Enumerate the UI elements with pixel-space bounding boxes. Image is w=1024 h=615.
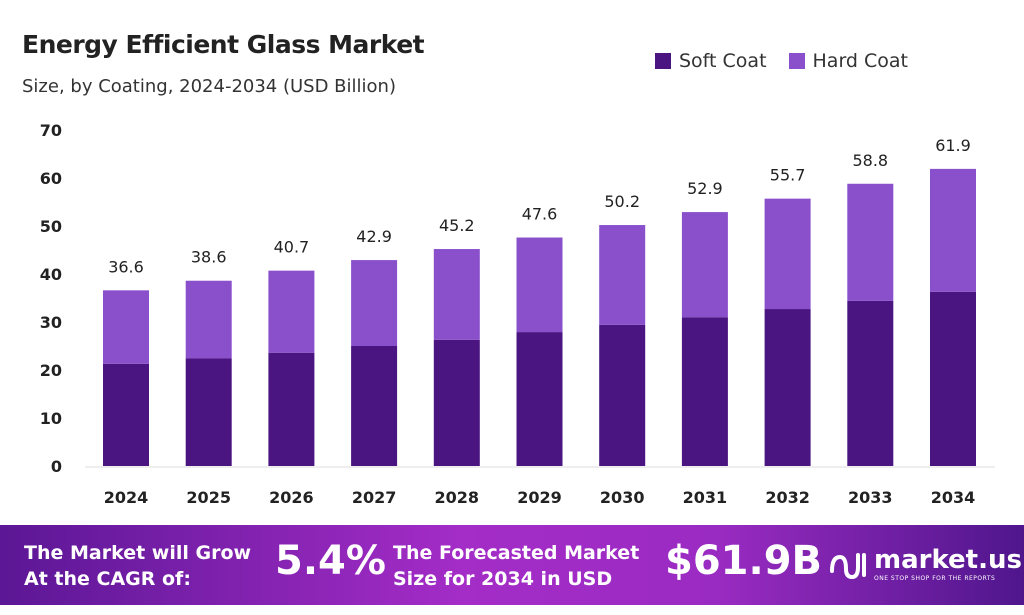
- bar-soft-coat: [599, 324, 646, 466]
- x-tick-label: 2026: [269, 488, 314, 507]
- bar-hard-coat: [433, 249, 480, 340]
- total-data-label: 50.2: [604, 192, 640, 211]
- chart-subtitle: Size, by Coating, 2024-2034 (USD Billion…: [22, 76, 396, 97]
- bar-soft-coat: [516, 332, 563, 466]
- bar-hard-coat: [764, 198, 811, 310]
- cagr-label-line1: The Market will Grow: [24, 542, 252, 564]
- bar-hard-coat: [351, 260, 398, 346]
- legend-swatch: [788, 53, 805, 69]
- total-data-label: 38.6: [191, 248, 227, 267]
- logo-icon: [830, 552, 866, 579]
- y-tick-label: 70: [40, 121, 62, 140]
- bar-hard-coat: [185, 280, 232, 359]
- x-tick-label: 2024: [104, 488, 149, 507]
- x-tick-label: 2029: [517, 488, 562, 507]
- forecast-label: The Forecasted Market Size for 2034 in US…: [393, 540, 639, 592]
- bar-hard-coat: [599, 225, 646, 325]
- chart-title: Energy Efficient Glass Market: [22, 30, 425, 59]
- y-tick-label: 10: [40, 409, 62, 428]
- legend-label: Hard Coat: [812, 50, 909, 72]
- y-tick-label: 40: [40, 265, 62, 284]
- total-data-label: 55.7: [770, 166, 806, 185]
- x-tick-label: 2031: [683, 488, 728, 507]
- legend: Soft Coat Hard Coat: [655, 50, 908, 72]
- bar-soft-coat: [185, 358, 232, 466]
- bar-hard-coat: [930, 168, 976, 292]
- x-tick-label: 2032: [765, 488, 810, 507]
- y-tick-label: 60: [40, 169, 62, 188]
- x-tick-label: 2033: [848, 488, 893, 507]
- bar-hard-coat: [681, 212, 728, 318]
- total-data-label: 58.8: [852, 151, 888, 170]
- total-data-label: 42.9: [356, 227, 392, 246]
- bar-hard-coat: [268, 270, 315, 353]
- chart-plot: 01020304050607036.6202438.6202540.720264…: [40, 121, 995, 507]
- y-tick-label: 0: [51, 457, 62, 476]
- bar-soft-coat: [351, 346, 398, 466]
- forecast-label-line1: The Forecasted Market: [393, 542, 640, 564]
- y-tick-label: 50: [40, 217, 62, 236]
- cagr-label-line2: At the CAGR of:: [24, 568, 191, 590]
- logo-tagline: ONE STOP SHOP FOR THE REPORTS: [874, 575, 996, 582]
- y-tick-label: 30: [40, 313, 62, 332]
- bar-soft-coat: [681, 317, 728, 466]
- legend-item-soft-coat: Soft Coat: [655, 50, 767, 72]
- legend-swatch: [655, 53, 671, 69]
- total-data-label: 40.7: [274, 238, 310, 257]
- bar-soft-coat: [930, 291, 976, 466]
- total-data-label: 36.6: [108, 257, 144, 276]
- total-data-label: 45.2: [439, 216, 475, 235]
- y-tick-label: 20: [40, 361, 62, 380]
- market-us-logo: market.us ONE STOP SHOP FOR THE REPORTS: [828, 545, 1022, 582]
- summary-banner: The Market will Grow At the CAGR of: 5.4%…: [0, 525, 1024, 605]
- total-data-label: 47.6: [522, 205, 558, 224]
- bar-soft-coat: [268, 352, 315, 466]
- x-tick-label: 2034: [931, 488, 976, 507]
- bar-soft-coat: [433, 339, 480, 466]
- bar-soft-coat: [847, 300, 894, 466]
- legend-item-hard-coat: Hard Coat: [788, 50, 909, 72]
- bar-soft-coat: [764, 309, 811, 466]
- total-data-label: 52.9: [687, 179, 723, 198]
- x-tick-label: 2030: [600, 488, 645, 507]
- bar-hard-coat: [516, 237, 563, 333]
- cagr-value: 5.4%: [275, 538, 386, 584]
- cagr-label: The Market will Grow At the CAGR of:: [24, 540, 251, 592]
- bar-soft-coat: [103, 363, 149, 466]
- bar-hard-coat: [847, 183, 894, 301]
- total-data-label: 61.9: [935, 136, 971, 155]
- logo-text: market.us: [874, 545, 1022, 575]
- forecast-label-line2: Size for 2034 in USD: [393, 568, 613, 590]
- x-tick-label: 2028: [435, 488, 480, 507]
- forecast-value: $61.9B: [665, 538, 823, 584]
- legend-label: Soft Coat: [679, 50, 767, 72]
- bar-hard-coat: [103, 290, 149, 364]
- x-tick-label: 2027: [352, 488, 397, 507]
- x-tick-label: 2025: [186, 488, 231, 507]
